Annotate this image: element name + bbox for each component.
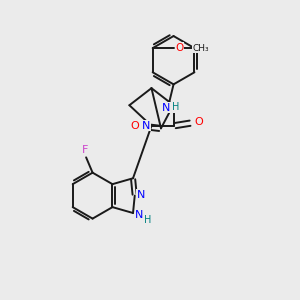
Text: N: N (142, 121, 150, 131)
Text: O: O (175, 43, 183, 52)
Text: N: N (135, 210, 144, 220)
Text: F: F (82, 145, 89, 155)
Text: H: H (172, 102, 179, 112)
Text: N: N (137, 190, 146, 200)
Text: H: H (144, 215, 152, 225)
Text: O: O (194, 117, 203, 127)
Text: O: O (130, 121, 139, 130)
Text: N: N (162, 103, 170, 113)
Text: CH₃: CH₃ (193, 44, 209, 52)
